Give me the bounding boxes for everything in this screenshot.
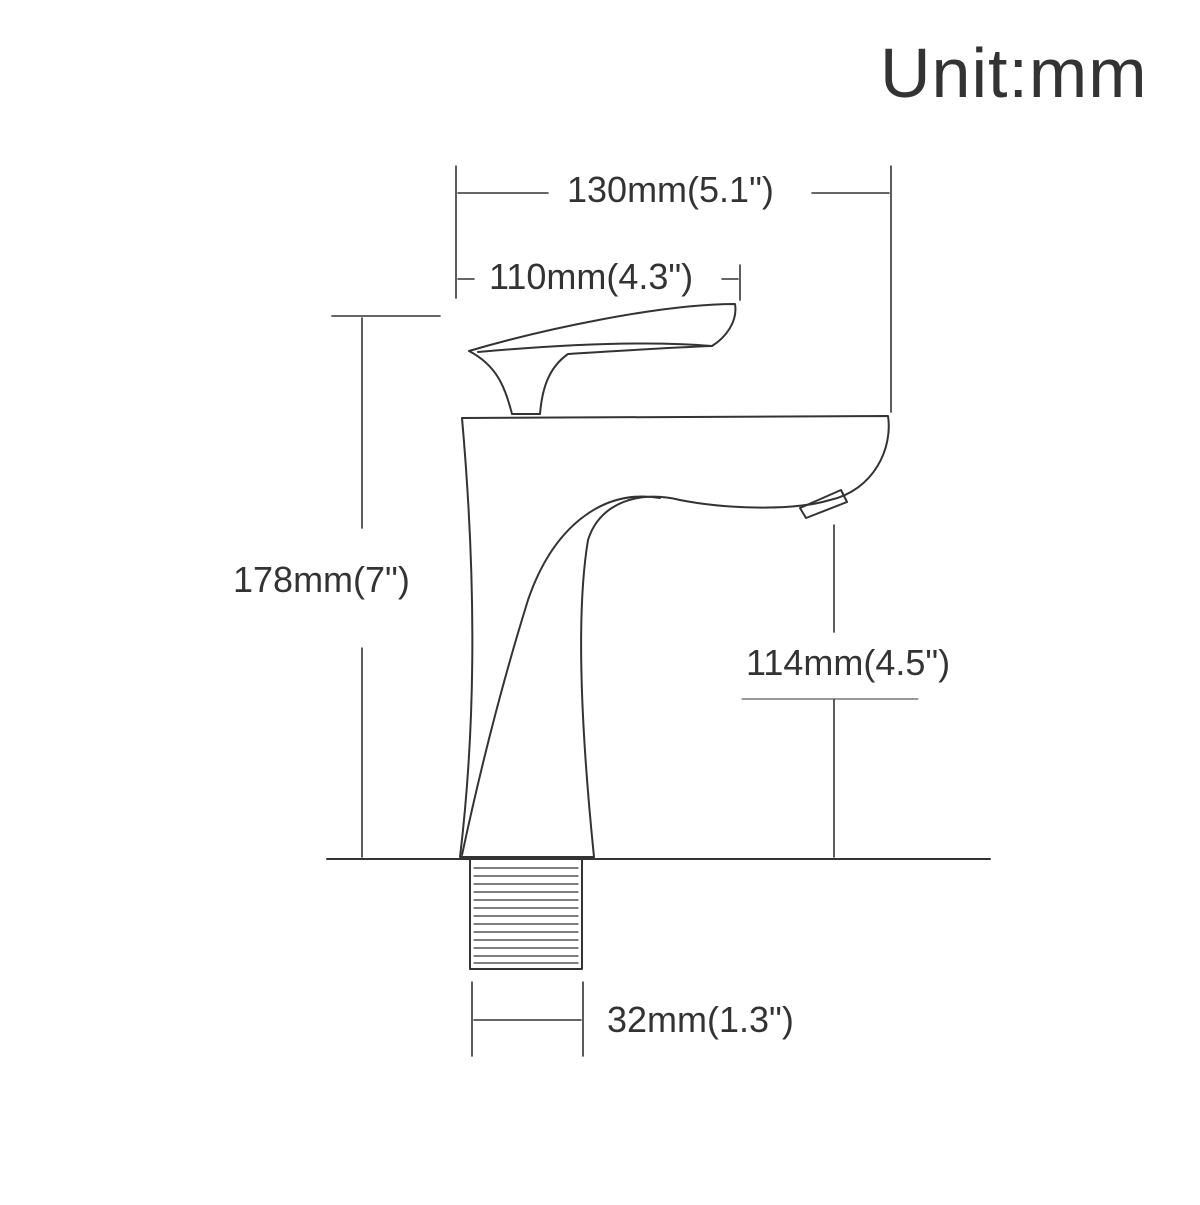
dim-110-lines bbox=[458, 265, 740, 300]
dim-178-lines bbox=[332, 316, 440, 857]
threaded-shank bbox=[470, 859, 582, 969]
dim-32-lines bbox=[472, 982, 583, 1056]
handle-lever bbox=[469, 304, 735, 414]
faucet-body bbox=[460, 416, 889, 857]
handle-width-label: 110mm(4.3") bbox=[489, 256, 694, 297]
total-width-label: 130mm(5.1") bbox=[567, 169, 774, 210]
faucet-neck-curve bbox=[462, 497, 660, 855]
dim-114-lines bbox=[742, 525, 918, 857]
unit-label: Unit:mm bbox=[880, 34, 1148, 112]
shank-threads bbox=[474, 868, 578, 963]
spout-height-label: 114mm(4.5") bbox=[746, 642, 951, 683]
dim-130-lines bbox=[456, 166, 891, 412]
handle-lever-inner bbox=[478, 344, 712, 352]
thread-diameter-label: 32mm(1.3") bbox=[607, 999, 794, 1040]
total-height-label: 178mm(7") bbox=[233, 559, 410, 600]
aerator bbox=[800, 490, 847, 518]
